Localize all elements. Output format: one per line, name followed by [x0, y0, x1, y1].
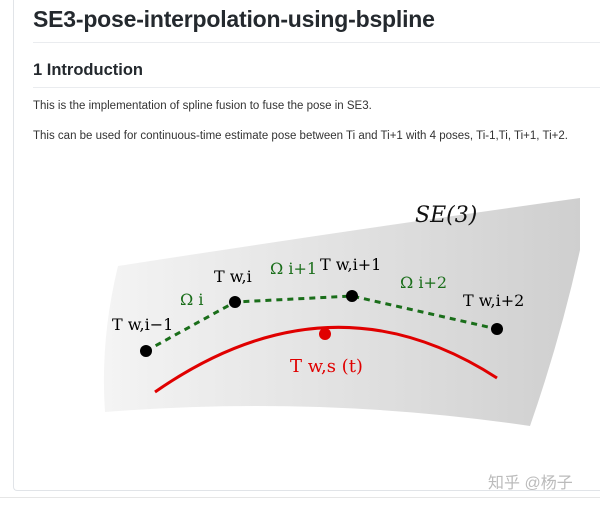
spline-point	[319, 328, 331, 340]
manifold-surface	[103, 198, 581, 426]
divider	[0, 497, 600, 498]
paragraph: This can be used for continuous-time est…	[33, 130, 568, 142]
divider	[33, 42, 600, 43]
manifold-label: SE(3)	[415, 203, 477, 228]
pose-point	[229, 296, 241, 308]
spline-curve	[154, 325, 498, 394]
increment-label: Ω i+1	[270, 259, 317, 278]
pose-label: T w,i+1	[320, 255, 381, 274]
pose-label: T w,i	[214, 267, 252, 286]
readme-container	[13, 0, 600, 491]
spline-label: T w,s (t)	[290, 356, 363, 377]
increment-label: Ω i	[180, 290, 203, 309]
watermark: 知乎 @杨子	[488, 475, 573, 492]
pose-label: T w,i−1	[112, 315, 173, 334]
pose-point	[140, 345, 152, 357]
pose-label: T w,i+2	[463, 291, 524, 310]
increment-label: Ω i+2	[400, 273, 447, 292]
page-title: SE3-pose-interpolation-using-bspline	[33, 6, 435, 32]
paragraph: This is the implementation of spline fus…	[33, 100, 372, 112]
section-heading: 1 Introduction	[33, 61, 143, 79]
divider	[33, 87, 600, 88]
pose-point	[346, 290, 358, 302]
pose-point	[491, 323, 503, 335]
